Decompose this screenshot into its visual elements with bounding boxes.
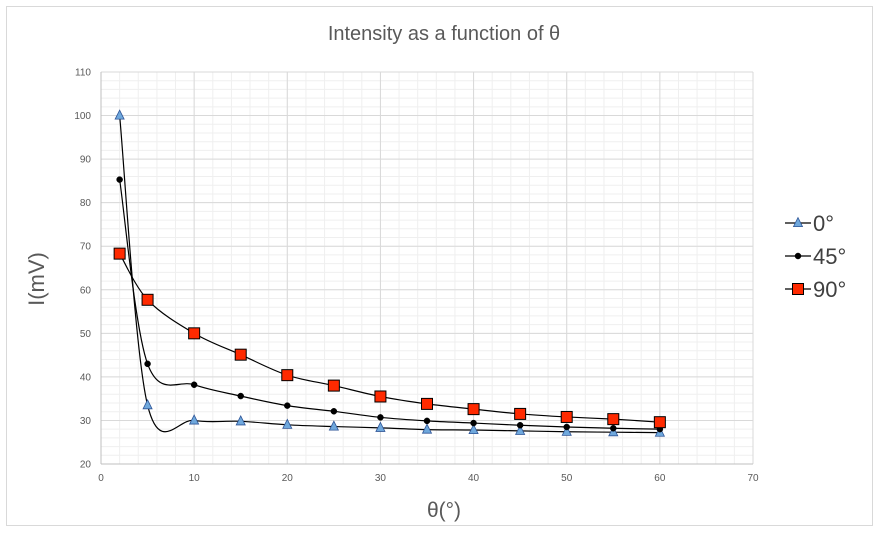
y-tick-label: 60 [80, 285, 92, 296]
legend: 0° 45° 90° [785, 211, 846, 302]
series-line-0 [119, 115, 660, 434]
legend-marker-1 [794, 252, 802, 260]
chart-title: Intensity as a function of θ [328, 23, 560, 45]
y-tick-label: 30 [80, 416, 92, 427]
series-layer [113, 109, 666, 437]
x-tick-label: 60 [654, 473, 666, 484]
y-tick-label: 80 [80, 198, 92, 209]
grid-layer [100, 71, 754, 465]
y-tick-label: 70 [80, 242, 92, 253]
series-1-point [190, 381, 198, 388]
y-tick-label: 90 [80, 155, 92, 166]
x-tick-label: 70 [747, 473, 759, 484]
x-tick-label: 50 [561, 473, 573, 484]
series-2-point [467, 403, 480, 416]
series-0-point [142, 398, 153, 410]
series-1-point [144, 360, 151, 368]
series-2-point [141, 293, 154, 306]
series-2-point [113, 247, 126, 260]
series-2-point [607, 413, 620, 426]
x-axis-label: θ(°) [427, 499, 461, 522]
y-tick-label: 20 [80, 460, 92, 471]
axes-layer: 0 10 20 30 40 50 60 70 20 30 40 50 60 70 80 90 100 110 [74, 68, 759, 485]
series-2-point [560, 410, 573, 423]
legend-marker-0 [792, 216, 804, 228]
series-0-point [328, 420, 340, 431]
series-0-point [421, 423, 433, 434]
y-tick-label: 100 [74, 111, 91, 122]
y-tick-label: 50 [80, 329, 92, 340]
x-tick-label: 30 [375, 473, 387, 484]
series-1-point [237, 392, 244, 400]
series-2-point [188, 327, 201, 340]
series-0-point [514, 424, 526, 435]
series-1-point [610, 425, 617, 432]
legend-marker-2 [792, 283, 804, 295]
chart-svg: Intensity as a function of θ I(mV) θ(°) … [24, 23, 846, 522]
chart-frame: Intensity as a function of θ I(mV) θ(°) … [6, 6, 873, 526]
series-1-point [470, 419, 477, 427]
series-1-point [116, 176, 123, 183]
series-1-point [377, 414, 384, 421]
series-2-point [514, 407, 527, 420]
series-2-point [653, 416, 666, 429]
series-1-point [516, 421, 524, 429]
x-tick-label: 20 [282, 473, 294, 484]
y-tick-label: 110 [75, 68, 91, 79]
series-2-point [234, 348, 247, 361]
series-0-point [468, 423, 479, 435]
series-line-1 [119, 179, 660, 430]
series-0-point [282, 418, 293, 429]
legend-label-1: 45° [813, 244, 846, 269]
series-2-point [421, 397, 433, 410]
series-1-point [423, 417, 431, 425]
x-tick-label: 0 [98, 473, 104, 484]
series-0-point [114, 109, 125, 120]
y-tick-label: 40 [80, 372, 92, 383]
series-2-point [281, 369, 294, 382]
x-tick-label: 10 [189, 473, 201, 484]
series-2-point [374, 390, 387, 403]
series-2-point [327, 379, 340, 392]
legend-label-2: 90° [813, 277, 846, 302]
series-1-point [284, 402, 291, 409]
series-1-point [330, 408, 338, 415]
legend-label-0: 0° [813, 211, 834, 236]
series-0-point [188, 414, 200, 425]
series-0-point [561, 425, 572, 436]
series-0-point [375, 421, 386, 432]
y-axis-label: I(mV) [24, 252, 49, 306]
series-line-2 [119, 253, 660, 423]
series-0-point [235, 415, 246, 426]
x-tick-label: 40 [468, 473, 480, 484]
series-1-point [563, 423, 570, 431]
